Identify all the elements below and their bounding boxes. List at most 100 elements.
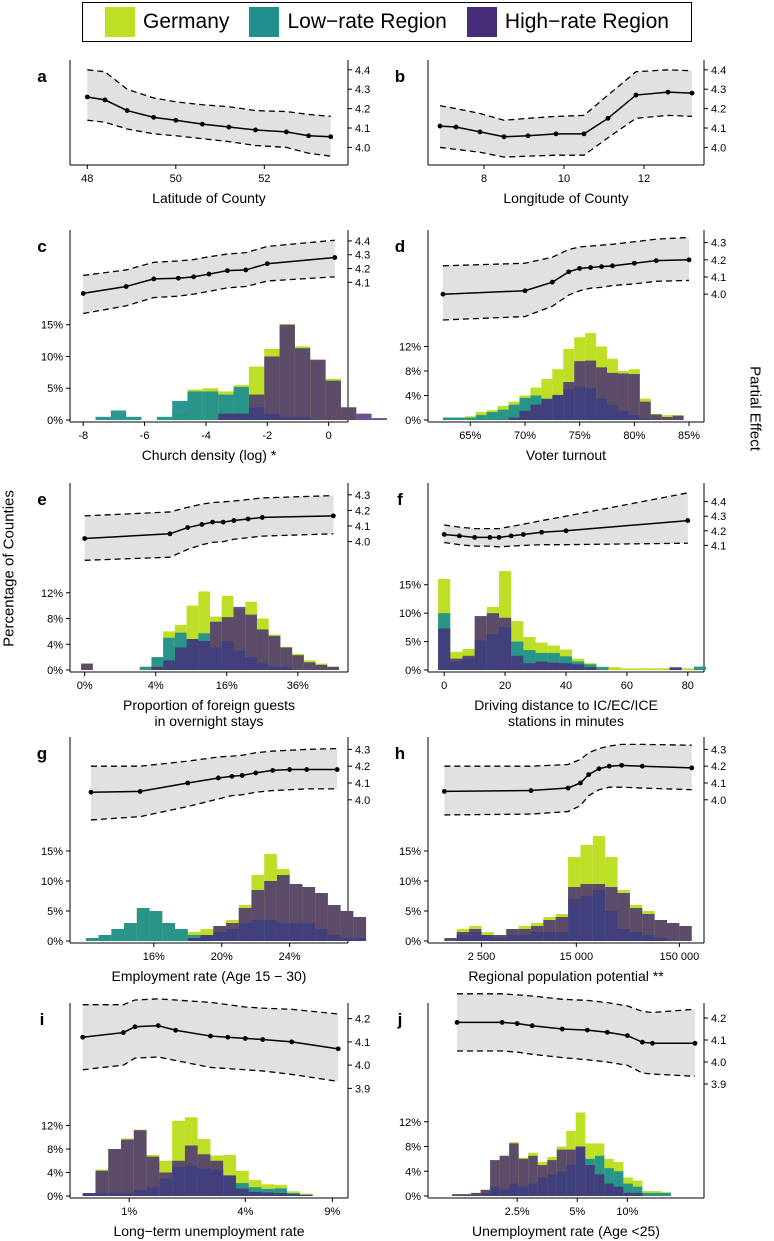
panel-i-effect-tick-label-3: 4.2 [355,1014,370,1026]
panel-c-x-tick-label-3: -2 [262,430,272,442]
panel-e-x-tick-label-1: 4% [148,680,164,692]
panel-i-bar-high-10 [210,1160,224,1196]
panel-j-effect-point-5 [584,1027,590,1033]
panel-g-bar-low-4 [136,908,150,941]
panel-d-effect-point-6 [599,264,604,270]
panel-f-hist-tick-label-3: 15% [399,580,421,592]
panel-d-x-tick-label-0: 65% [459,430,481,442]
panel-e-x-label: Proportion of foreign guests [123,697,295,713]
panel-i-hist-tick-label-0: 0% [47,1191,63,1203]
panel-g-effect-tick-label-0: 4.0 [355,795,370,807]
panel-a-letter: a [37,67,47,86]
panel-d-bar-low-1 [453,417,465,420]
panel-c-bar-high-14 [310,359,326,420]
panel-b-upper-bound [439,69,693,121]
panel-e-effect-point-3 [199,522,205,527]
panel-c-x-tick-label-4: 0 [326,430,332,442]
panel-d-bar-high-21 [672,415,684,420]
panel-f-bar-high-10 [559,663,573,670]
panel-i-bar-high-13 [248,1191,262,1196]
panel-d-effect-tick-label-1: 4.1 [711,272,726,284]
panel-h-bar-high-15 [629,908,643,941]
panel-i-bar-high-16 [287,1194,300,1196]
panel-f-hist-tick-label-2: 10% [399,608,421,620]
panel-j-bar-high-16 [604,1183,614,1196]
panel-f-bar-low-13 [596,667,609,670]
panel-j-x-tick-label-1: 5% [569,1206,585,1218]
panel-a-x-label: Latitude of County [152,190,266,206]
panel-d-bar-germany-10 [552,369,564,420]
panel-g-bar-low-0 [85,938,99,941]
panel-j-x-tick-label-0: 2.5% [505,1206,530,1218]
panel-c-bar-high-17 [356,413,372,420]
panel-f-x-tick-label-0: 0 [441,680,447,692]
panel-i-hist-tick-label-1: 4% [47,1168,63,1180]
panel-a-effect-tick-label-4: 4.4 [355,65,370,77]
panel-j-bar-high-7 [518,1158,529,1196]
panel-f-bar-germany-20 [681,668,694,670]
panel-j-bar-high-11 [556,1149,567,1196]
panel-i-effect-point-1 [120,1030,126,1035]
panel-f-effect-point-4 [496,534,502,540]
panel-f-effect-point-8 [563,528,569,534]
panel-i-hist-tick-label-2: 8% [47,1144,63,1156]
panel-g-bar-high-16 [289,884,303,941]
panel-c-effect-point-1 [123,284,129,289]
panel-g-effect-point-3 [215,775,221,781]
panel-c-upper-bound [83,239,335,277]
panel-b-effect-point-1 [453,124,459,130]
panel-j-bar-high-2 [471,1192,481,1196]
panel-a-upper-bound [87,69,331,118]
panel-d-confidence-band [442,237,690,320]
panel-c-letter: c [37,237,46,256]
panel-e-bar-low-5 [139,666,152,670]
panel-d-letter: d [395,237,405,256]
panel-j-bar-high-1 [461,1194,472,1196]
panel-e-upper-bound [84,494,334,517]
panel-h-lower-bound [444,786,692,816]
panel-j-bar-high-4 [490,1160,500,1196]
panel-h-x-tick-label-2: 150 000 [660,951,700,963]
panel-d-bar-high-11 [563,382,575,420]
panel-a-effect-tick-label-3: 4.3 [355,84,370,96]
panel-j-effect-point-9 [650,1040,655,1046]
panel-h-effect-point-4 [586,772,592,777]
panel-j-bar-high-6 [509,1143,519,1196]
panel-b-effect-point-2 [477,129,483,135]
panel-g-bar-high-21 [353,917,367,941]
panel-h-effect-tick-label-1: 4.1 [711,778,726,790]
panel-d-effect-point-5 [588,265,594,270]
panel-d-x-tick-label-2: 75% [569,430,591,442]
panel-c-bar-high-12 [279,324,295,420]
panel-i-bar-low-13 [248,1187,262,1196]
panel-g-hist-tick-label-1: 5% [47,906,63,918]
panel-f-lower-bound [444,541,688,548]
panel-e-bar-high-10 [198,641,211,670]
panel-c-bar-low-9 [233,386,249,420]
panel-g-bar-high-17 [302,887,316,941]
panel-j-upper-bound [457,993,696,1014]
panel-i-bar-high-8 [184,1145,198,1196]
panel-j-effect-tick-label-2: 4.1 [711,1035,726,1047]
panel-c-bar-high-13 [294,348,311,420]
panel-d-upper-bound [442,236,690,267]
panel-i-bar-high-12 [236,1188,249,1196]
panel-c-effect-tick-label-2: 4.3 [355,250,370,262]
panel-h-hist-tick-label-0: 0% [405,936,421,948]
panel-e-effect-tick-label-2: 4.2 [355,505,370,517]
panel-e-bar-high-16 [268,635,281,670]
panel-e-lower-bound [84,533,334,561]
panel-d-lower-bound [442,279,690,321]
panel-c-bar-low-5 [172,400,188,420]
panel-i-bar-high-14 [261,1192,275,1196]
panel-f-bar-germany-15 [620,668,633,670]
panel-j-effect-point-6 [604,1029,610,1035]
panel-g-effect-point-0 [88,789,94,795]
panel-g-bar-low-1 [98,935,112,941]
panel-e-effect-tick-label-3: 4.3 [355,490,370,502]
panel-e-effect-line [84,515,334,540]
panel-e-hist-tick-label-0: 0% [47,665,63,677]
panel-d-bar-high-12 [574,361,586,420]
panel-g-letter: g [37,744,47,763]
panel-c-bar-high-10 [248,394,265,420]
